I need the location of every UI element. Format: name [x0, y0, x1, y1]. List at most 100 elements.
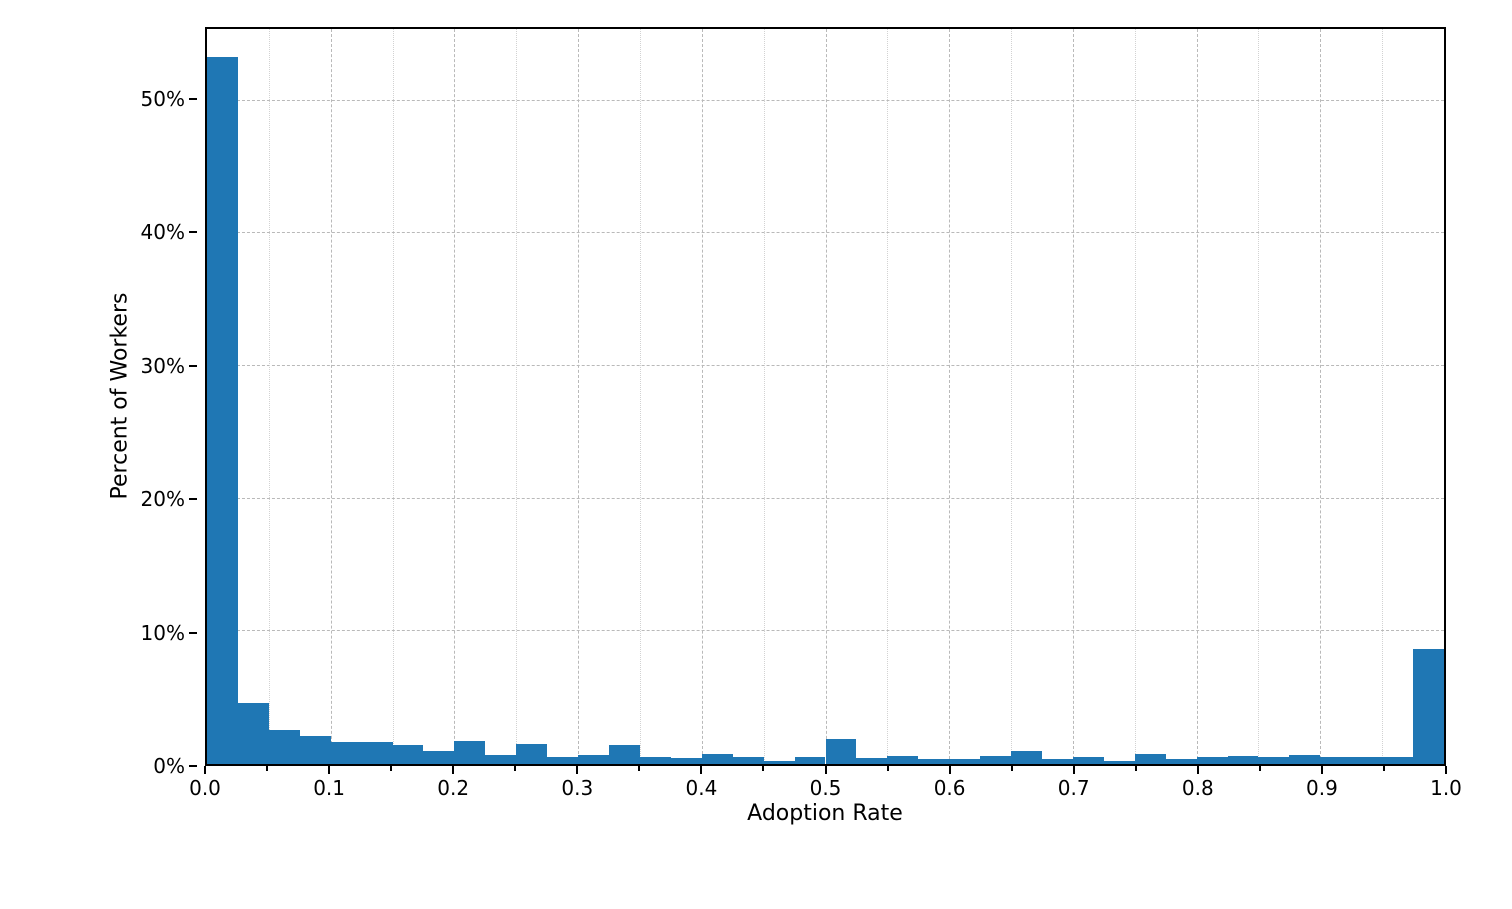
x-minor-gridline — [1258, 29, 1260, 764]
x-major-gridline — [1320, 29, 1322, 764]
x-major-gridline — [454, 29, 456, 764]
y-axis-label: Percent of Workers — [107, 292, 133, 500]
histogram-bar — [516, 744, 548, 764]
x-major-gridline — [949, 29, 951, 764]
y-tick-mark — [189, 98, 197, 101]
histogram-bar — [1041, 758, 1073, 764]
x-minor-tick-mark — [390, 766, 393, 771]
histogram-bar — [1011, 751, 1042, 764]
histogram-bar — [825, 738, 857, 764]
histogram-bar — [423, 750, 455, 764]
x-minor-tick-mark — [1134, 766, 1137, 771]
x-tick-label: 0.9 — [1305, 776, 1338, 800]
x-minor-tick-mark — [638, 766, 641, 771]
x-tick-mark — [700, 766, 703, 774]
histogram-bar — [1413, 649, 1444, 764]
x-minor-tick-mark — [1258, 766, 1261, 771]
histogram-bar — [609, 744, 640, 764]
histogram-bar — [1320, 756, 1352, 764]
y-tick-label: 40% — [140, 220, 185, 245]
x-tick-label: 0.0 — [189, 776, 221, 800]
histogram-bar — [392, 745, 424, 764]
y-tick-mark — [189, 498, 197, 501]
histogram-bar — [980, 756, 1012, 764]
histogram-bar — [330, 742, 362, 764]
y-tick-mark — [189, 231, 197, 234]
x-minor-gridline — [1134, 29, 1136, 764]
x-tick-mark — [1320, 766, 1323, 774]
histogram-bar — [1289, 755, 1321, 764]
histogram-bar — [1134, 754, 1166, 764]
histogram-bar — [485, 754, 517, 764]
histogram-bar — [361, 742, 393, 764]
histogram-bar — [763, 760, 795, 764]
x-minor-gridline — [516, 29, 518, 764]
histogram-bar — [670, 758, 702, 764]
histogram-bar — [794, 757, 826, 764]
y-tick-label: 20% — [140, 487, 185, 512]
histogram-bar — [1351, 756, 1383, 764]
x-major-gridline — [1072, 29, 1074, 764]
histogram-bar — [639, 756, 671, 764]
histogram-bar — [1165, 758, 1197, 764]
histogram-bar — [701, 754, 733, 764]
histogram-bar — [732, 756, 764, 764]
y-tick-mark — [189, 765, 197, 767]
histogram-bar — [268, 729, 300, 764]
x-minor-tick-mark — [514, 766, 517, 771]
x-minor-gridline — [1011, 29, 1013, 764]
x-major-gridline — [330, 29, 332, 764]
x-tick-mark — [204, 766, 206, 774]
x-tick-mark — [948, 766, 951, 774]
histogram-bar — [887, 756, 919, 764]
histogram-bar — [1103, 761, 1135, 764]
y-tick-mark — [189, 631, 197, 634]
histogram-bar — [578, 755, 610, 764]
x-minor-tick-mark — [886, 766, 889, 771]
histogram-bar — [299, 736, 331, 764]
x-tick-mark — [1072, 766, 1075, 774]
x-minor-gridline — [887, 29, 889, 764]
histogram-bar — [1072, 757, 1104, 764]
x-tick-label: 0.6 — [933, 776, 966, 800]
x-tick-label: 1.0 — [1430, 776, 1462, 800]
x-tick-label: 0.3 — [561, 776, 594, 800]
histogram-bar — [1382, 756, 1414, 764]
x-tick-label: 0.7 — [1057, 776, 1090, 800]
histogram-bar — [856, 758, 888, 764]
histogram-bar — [207, 56, 238, 764]
x-major-gridline — [1196, 29, 1198, 764]
x-tick-label: 0.8 — [1181, 776, 1214, 800]
histogram-bar — [1227, 756, 1259, 764]
histogram-bar — [237, 702, 269, 764]
x-minor-gridline — [268, 29, 270, 764]
x-major-gridline — [701, 29, 703, 764]
x-tick-mark — [824, 766, 827, 774]
x-major-gridline — [578, 29, 580, 764]
y-tick-label: 10% — [140, 620, 185, 645]
x-tick-mark — [452, 766, 455, 774]
y-tick-mark — [189, 364, 197, 367]
histogram-bar — [547, 756, 579, 764]
y-tick-label: 50% — [140, 87, 185, 112]
histogram-bar — [918, 759, 950, 764]
x-minor-tick-mark — [266, 766, 269, 771]
x-minor-gridline — [1382, 29, 1384, 764]
x-minor-tick-mark — [1382, 766, 1385, 771]
x-minor-gridline — [763, 29, 765, 764]
x-major-gridline — [825, 29, 827, 764]
y-tick-label: 0% — [153, 754, 185, 778]
x-minor-tick-mark — [1010, 766, 1013, 771]
x-tick-label: 0.4 — [685, 776, 718, 800]
x-minor-tick-mark — [762, 766, 765, 771]
x-tick-mark — [328, 766, 331, 774]
histogram-bar — [1258, 757, 1290, 764]
x-tick-label: 0.2 — [437, 776, 470, 800]
x-tick-label: 0.1 — [313, 776, 345, 800]
histogram-bar — [949, 758, 981, 764]
y-tick-label: 30% — [140, 353, 185, 378]
x-axis-label: Adoption Rate — [747, 801, 903, 826]
plot-area — [205, 27, 1446, 766]
x-tick-label: 0.5 — [809, 776, 842, 800]
